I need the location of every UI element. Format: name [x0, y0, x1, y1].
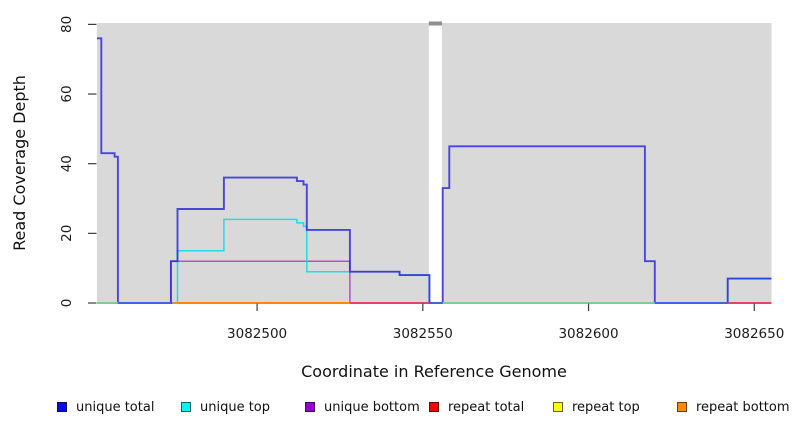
- x-tick-label: 3082550: [393, 326, 453, 342]
- masked-gap-region: [428, 25, 443, 303]
- x-axis-title: Coordinate in Reference Genome: [301, 362, 567, 381]
- legend-item-unique-top: unique top: [181, 399, 270, 415]
- y-tick-label: 80: [59, 16, 75, 33]
- legend-label: unique top: [200, 399, 271, 415]
- x-tick-label: 3082500: [227, 326, 287, 342]
- legend-label: unique bottom: [324, 399, 420, 415]
- legend-item-repeat-total: repeat total: [429, 399, 524, 415]
- legend-item-repeat-top: repeat top: [553, 399, 640, 415]
- gap-top-cap: [428, 21, 443, 26]
- y-tick-label: 40: [59, 155, 75, 172]
- y-axis-title: Read Coverage Depth: [10, 75, 29, 251]
- legend-swatch: [181, 402, 191, 412]
- legend-label: repeat top: [572, 399, 640, 415]
- y-tick-label: 20: [59, 225, 75, 242]
- legend-item-unique-total: unique total: [57, 399, 154, 415]
- axes-layer: 3082500 3082550 3082600 3082650 0 20 40 60 80: [59, 16, 784, 342]
- x-tick-label: 3082650: [724, 326, 784, 342]
- legend-item-unique-bottom: unique bottom: [305, 399, 420, 415]
- legend-item-repeat-bottom: repeat bottom: [677, 399, 790, 415]
- legend-swatch: [57, 402, 67, 412]
- legend-label: repeat total: [448, 399, 525, 415]
- x-tick-label: 3082600: [558, 326, 618, 342]
- legend-label: unique total: [76, 399, 155, 415]
- y-tick-label: 0: [59, 299, 75, 308]
- legend-swatch: [429, 402, 439, 412]
- legend-swatch: [305, 402, 315, 412]
- plot-background-layer: [97, 21, 772, 303]
- legend-swatch: [677, 402, 687, 412]
- y-tick-label: 60: [59, 85, 75, 102]
- series-unique-total: [97, 37, 772, 304]
- legend-label: repeat bottom: [696, 399, 790, 415]
- legend-swatch: [553, 402, 563, 412]
